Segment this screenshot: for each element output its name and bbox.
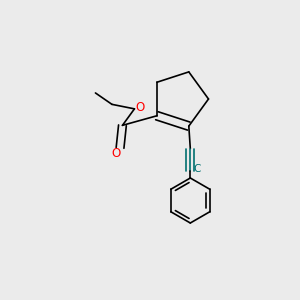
Text: C: C xyxy=(193,164,201,174)
Text: O: O xyxy=(112,147,121,160)
Text: O: O xyxy=(135,101,145,114)
